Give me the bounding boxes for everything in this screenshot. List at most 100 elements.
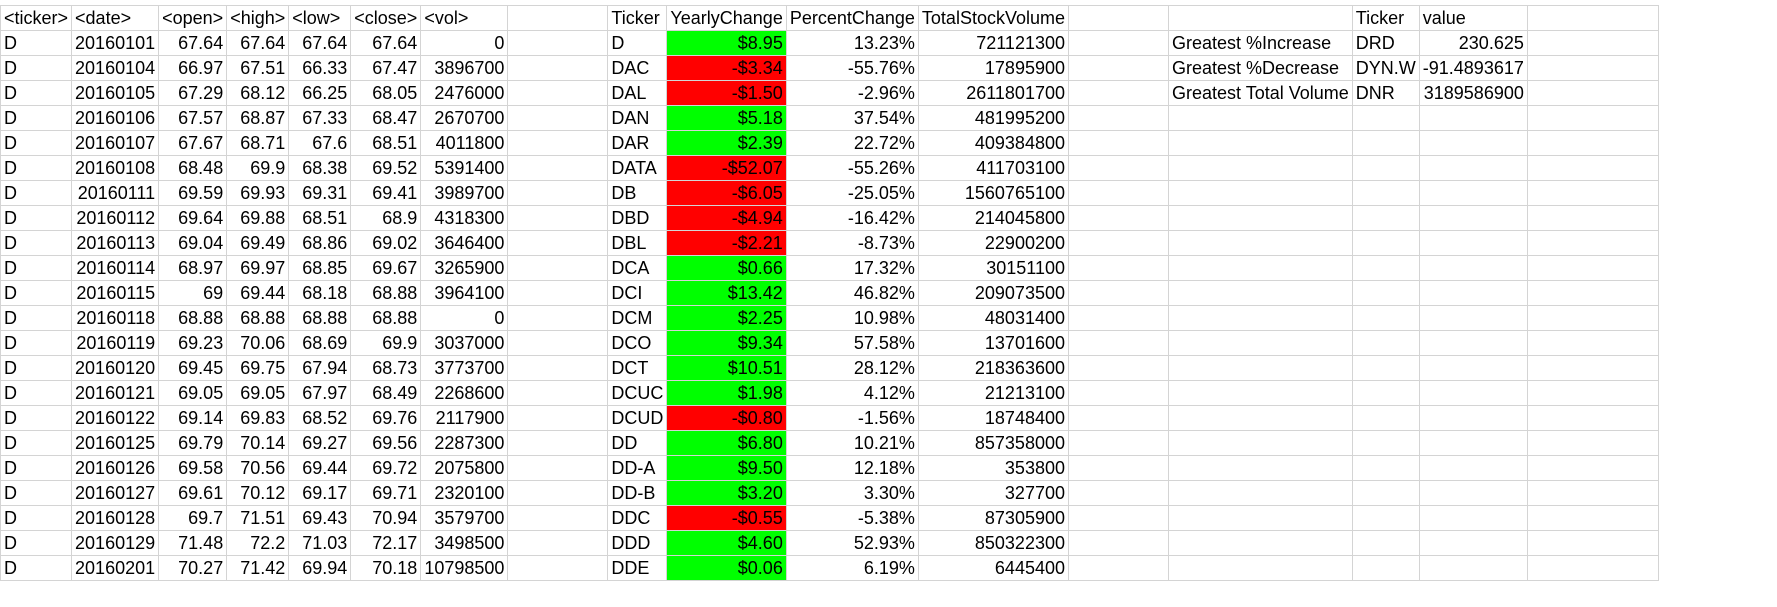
empty-cell[interactable] — [1418, 230, 1528, 256]
empty-cell[interactable] — [507, 280, 609, 306]
stock-cell[interactable]: 69 — [158, 280, 228, 306]
stock-cell[interactable]: 67.6 — [288, 130, 352, 156]
stock-cell[interactable]: 66.33 — [288, 55, 352, 81]
empty-cell[interactable] — [1168, 405, 1353, 431]
stock-cell[interactable]: 68.88 — [350, 280, 422, 306]
summary-cell[interactable]: DAR — [607, 130, 668, 156]
stock-cell[interactable]: 20160104 — [71, 55, 160, 81]
summary-cell[interactable]: 218363600 — [917, 355, 1070, 381]
summary-cell[interactable]: 13.23% — [785, 30, 919, 56]
yearly-change-cell[interactable]: -$0.55 — [666, 505, 787, 531]
stock-cell[interactable]: 20160129 — [71, 530, 160, 556]
empty-cell[interactable] — [1526, 280, 1659, 306]
empty-cell[interactable] — [1351, 505, 1420, 531]
empty-cell[interactable] — [1526, 5, 1659, 31]
summary-header-cell[interactable]: Ticker — [607, 5, 668, 31]
summary-cell[interactable]: -16.42% — [785, 205, 919, 231]
empty-cell[interactable] — [507, 105, 609, 131]
summary-cell[interactable]: 18748400 — [917, 405, 1070, 431]
summary-cell[interactable]: 409384800 — [917, 130, 1070, 156]
summary-cell[interactable]: 28.12% — [785, 355, 919, 381]
stock-cell[interactable]: 68.88 — [288, 305, 352, 331]
yearly-change-cell[interactable]: -$52.07 — [666, 155, 787, 181]
stock-cell[interactable]: 20160111 — [71, 180, 160, 206]
stock-header-cell[interactable]: <date> — [71, 5, 160, 31]
empty-cell[interactable] — [1351, 455, 1420, 481]
summary-cell[interactable]: 37.54% — [785, 105, 919, 131]
empty-cell[interactable] — [1168, 530, 1353, 556]
stock-cell[interactable]: D — [0, 255, 73, 281]
yearly-change-cell[interactable]: $8.95 — [666, 30, 787, 56]
stock-cell[interactable]: 69.52 — [350, 155, 422, 181]
summary-cell[interactable]: 353800 — [917, 455, 1070, 481]
stock-cell[interactable]: 2117900 — [420, 405, 509, 431]
empty-cell[interactable] — [1526, 305, 1659, 331]
empty-cell[interactable] — [1068, 55, 1169, 81]
stock-cell[interactable]: 67.29 — [158, 80, 228, 106]
empty-cell[interactable] — [1526, 30, 1659, 56]
empty-cell[interactable] — [1526, 480, 1659, 506]
stock-cell[interactable]: 69.45 — [158, 355, 228, 381]
summary-cell[interactable]: DB — [607, 180, 668, 206]
stock-cell[interactable]: 3964100 — [420, 280, 509, 306]
greatest-ticker-cell[interactable]: DYN.W — [1351, 55, 1420, 81]
stock-cell[interactable]: 69.76 — [350, 405, 422, 431]
summary-cell[interactable]: 6445400 — [917, 555, 1070, 581]
empty-cell[interactable] — [1526, 130, 1659, 156]
stock-cell[interactable]: 70.18 — [350, 555, 422, 581]
stock-cell[interactable]: 69.88 — [226, 205, 290, 231]
stock-cell[interactable]: 70.56 — [226, 455, 290, 481]
stock-cell[interactable]: D — [0, 380, 73, 406]
empty-cell[interactable] — [1351, 380, 1420, 406]
empty-cell[interactable] — [1418, 555, 1528, 581]
stock-cell[interactable]: 69.97 — [226, 255, 290, 281]
stock-cell[interactable]: 20160121 — [71, 380, 160, 406]
stock-cell[interactable]: 68.51 — [288, 205, 352, 231]
empty-cell[interactable] — [1351, 155, 1420, 181]
stock-cell[interactable]: 69.71 — [350, 480, 422, 506]
summary-cell[interactable]: DCUD — [607, 405, 668, 431]
empty-cell[interactable] — [1351, 555, 1420, 581]
stock-cell[interactable]: 20160114 — [71, 255, 160, 281]
empty-cell[interactable] — [1068, 205, 1169, 231]
stock-cell[interactable]: 3989700 — [420, 180, 509, 206]
summary-cell[interactable]: 1560765100 — [917, 180, 1070, 206]
stock-cell[interactable]: 68.88 — [350, 305, 422, 331]
yearly-change-cell[interactable]: -$6.05 — [666, 180, 787, 206]
summary-cell[interactable]: DDD — [607, 530, 668, 556]
empty-cell[interactable] — [507, 305, 609, 331]
yearly-change-cell[interactable]: $9.50 — [666, 455, 787, 481]
stock-cell[interactable]: 67.94 — [288, 355, 352, 381]
stock-cell[interactable]: D — [0, 280, 73, 306]
stock-cell[interactable]: 69.75 — [226, 355, 290, 381]
empty-cell[interactable] — [507, 205, 609, 231]
stock-cell[interactable]: 68.85 — [288, 255, 352, 281]
greatest-value-cell[interactable]: -91.4893617 — [1418, 55, 1528, 81]
empty-cell[interactable] — [507, 380, 609, 406]
empty-cell[interactable] — [1418, 155, 1528, 181]
stock-cell[interactable]: 71.48 — [158, 530, 228, 556]
empty-cell[interactable] — [507, 330, 609, 356]
stock-cell[interactable]: D — [0, 330, 73, 356]
summary-cell[interactable]: 327700 — [917, 480, 1070, 506]
empty-cell[interactable] — [1418, 355, 1528, 381]
stock-cell[interactable]: 69.49 — [226, 230, 290, 256]
stock-header-cell[interactable]: <vol> — [420, 5, 509, 31]
summary-cell[interactable]: DAN — [607, 105, 668, 131]
empty-cell[interactable] — [1068, 255, 1169, 281]
stock-cell[interactable]: 20160120 — [71, 355, 160, 381]
yearly-change-cell[interactable]: $9.34 — [666, 330, 787, 356]
empty-cell[interactable] — [1418, 405, 1528, 431]
empty-cell[interactable] — [1418, 205, 1528, 231]
empty-cell[interactable] — [1526, 380, 1659, 406]
yearly-change-cell[interactable]: $2.39 — [666, 130, 787, 156]
stock-cell[interactable]: 67.64 — [350, 30, 422, 56]
stock-cell[interactable]: 20160127 — [71, 480, 160, 506]
stock-cell[interactable]: 3265900 — [420, 255, 509, 281]
empty-cell[interactable] — [1068, 5, 1169, 31]
empty-cell[interactable] — [1526, 155, 1659, 181]
stock-cell[interactable]: 2075800 — [420, 455, 509, 481]
empty-cell[interactable] — [1526, 555, 1659, 581]
empty-cell[interactable] — [1526, 255, 1659, 281]
empty-cell[interactable] — [1351, 430, 1420, 456]
